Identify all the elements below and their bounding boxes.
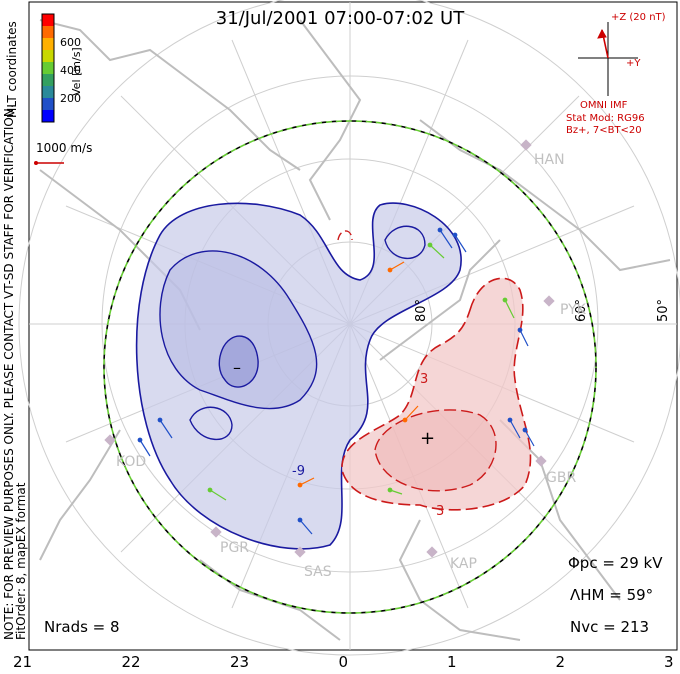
velocity-scale-dot xyxy=(34,161,38,165)
colorbar-swatch xyxy=(42,110,54,123)
station-pgr: PGR xyxy=(220,540,250,556)
station-sas: SAS xyxy=(304,564,332,580)
colorbar-swatch xyxy=(42,98,54,111)
x-tick-label: 1 xyxy=(447,653,457,671)
contour-label-pos-1: 3 xyxy=(420,372,429,387)
colorbar-swatch xyxy=(42,74,54,87)
x-tick-label: 2 xyxy=(555,653,566,671)
imf-stat-mod: Stat Mod: RG96 xyxy=(566,113,645,124)
imf-source: OMNI IMF xyxy=(580,100,628,111)
contour-min-mark: – xyxy=(233,358,241,377)
colorbar-swatch xyxy=(42,50,54,63)
stat-nrads: Nrads = 8 xyxy=(44,618,120,636)
colorbar-swatch xyxy=(42,86,54,99)
velocity-scale-label: 1000 m/s xyxy=(36,141,93,155)
contour-label-neg: -9 xyxy=(292,464,305,479)
x-tick-label: 3 xyxy=(664,653,674,671)
stat-phi: Φpc = 29 kV xyxy=(568,554,663,572)
colorbar-swatch xyxy=(42,14,54,27)
velocity-vectors xyxy=(137,227,535,535)
fit-order-note: FitOrder: 8, mapEX format xyxy=(14,482,28,640)
colorbar-swatch xyxy=(42,38,54,51)
stat-nvc: Nvc = 213 xyxy=(570,618,650,636)
imf-by-label: +Y xyxy=(626,58,641,69)
contour-max-mark: + xyxy=(420,428,436,449)
lat-label-80: 80° xyxy=(414,298,429,322)
imf-condition: Bz+, 7<BT<20 xyxy=(566,125,642,136)
station-kod: KOD xyxy=(116,454,147,470)
colorbar-tick-200: 200 xyxy=(60,92,81,105)
station-kap: KAP xyxy=(450,556,477,572)
negative-contour-small xyxy=(189,406,233,441)
lat-label-50: 50° xyxy=(656,298,671,322)
imf-bz-label: +Z (20 nT) xyxy=(611,12,666,23)
colorbar-tick-400: 400 xyxy=(60,64,81,77)
colorbar xyxy=(41,13,55,123)
x-tick-label: 23 xyxy=(230,653,250,671)
colorbar-swatch xyxy=(42,26,54,39)
station-han: HAN xyxy=(534,152,565,168)
hm-boundary-green xyxy=(103,120,597,614)
negative-contour-2 xyxy=(159,250,318,410)
x-tick-label: 0 xyxy=(338,653,349,671)
plot-frame xyxy=(28,1,678,651)
colorbar-swatch xyxy=(42,62,54,75)
x-tick-label: 22 xyxy=(121,653,141,671)
plot-title: 31/Jul/2001 07:00-07:02 UT xyxy=(215,8,465,29)
contour-label-pos-2: 3 xyxy=(436,504,445,519)
negative-contour-min xyxy=(218,335,259,388)
station-pyk: PYK xyxy=(560,302,586,318)
x-tick-label: 21 xyxy=(13,653,33,671)
negative-contour-top xyxy=(384,225,426,260)
imf-dial xyxy=(578,22,638,96)
stat-lambda: ΛHM = 59° xyxy=(570,586,654,604)
colorbar-tick-600: 600 xyxy=(60,36,81,49)
positive-contour-2 xyxy=(374,409,497,492)
station-gbr: GBR xyxy=(546,470,577,486)
colorbar-frame xyxy=(41,13,55,123)
positive-contour-top xyxy=(337,230,353,241)
